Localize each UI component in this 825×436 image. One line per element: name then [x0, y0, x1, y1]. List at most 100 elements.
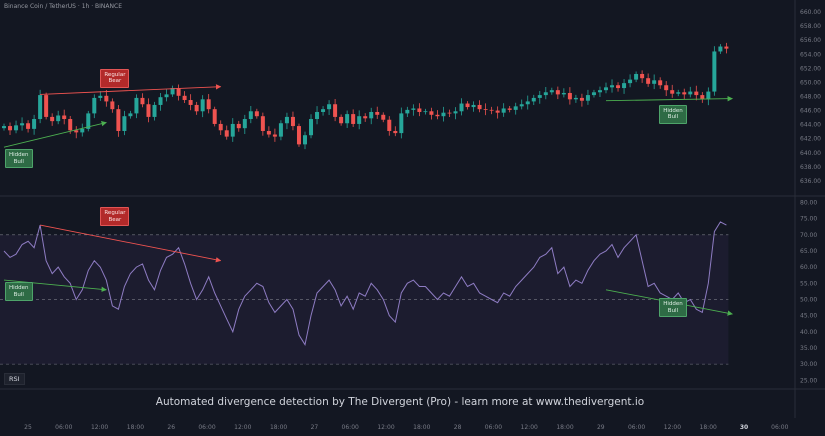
time-tick-label: 06:00: [55, 424, 72, 431]
candle-body: [423, 111, 428, 113]
rsi-pane-label[interactable]: RSI: [4, 373, 25, 385]
candle-body: [68, 119, 73, 131]
divergence-line: [40, 84, 222, 95]
candle-body: [164, 94, 169, 98]
candle-body: [345, 114, 350, 124]
candle-body: [8, 126, 13, 131]
candle-body: [573, 97, 578, 100]
time-tick-label: 06:00: [771, 424, 788, 431]
time-tick-label: 06:00: [485, 424, 502, 431]
candle-body: [20, 123, 25, 126]
time-tick-label: 06:00: [198, 424, 215, 431]
time-tick-label: 12:00: [664, 424, 681, 431]
candle-body: [604, 87, 608, 91]
candle-body: [724, 46, 729, 49]
candle-body: [290, 116, 295, 127]
candle-body: [525, 101, 530, 105]
candle-body: [531, 97, 536, 102]
candle-body: [14, 125, 19, 131]
time-tick-label: 12:00: [234, 424, 251, 431]
candle-body: [134, 97, 139, 114]
candle-body: [351, 114, 356, 124]
candle-body: [453, 111, 458, 114]
candle-body: [513, 106, 518, 110]
candle-body: [152, 104, 157, 117]
candle-body: [140, 97, 145, 105]
rsi-tick-label: 25.00: [800, 377, 817, 384]
candle-body: [477, 104, 482, 110]
candle-body: [303, 135, 307, 145]
candle-body: [543, 92, 548, 96]
price-tick-label: 644.00: [800, 122, 821, 129]
candle-body: [658, 80, 663, 86]
candle-body: [561, 92, 566, 95]
candle-body: [98, 95, 103, 98]
rsi-tick-label: 60.00: [800, 264, 817, 271]
candle-body: [616, 85, 621, 89]
rsi-tick-label: 50.00: [800, 296, 817, 303]
candle-body: [676, 92, 681, 94]
candle-body: [381, 114, 386, 120]
candle-body: [447, 112, 452, 114]
candle-body: [646, 78, 651, 84]
candle-body: [44, 95, 49, 117]
candle-body: [242, 119, 247, 129]
candle-body: [206, 99, 211, 110]
hidden-bull-badge: Hidden Bull: [659, 104, 687, 124]
rsi-tick-label: 45.00: [800, 313, 817, 320]
footer-caption: Automated divergence detection by The Di…: [155, 396, 645, 408]
candle-body: [104, 95, 109, 102]
candle-body: [86, 113, 91, 129]
rsi-tick-label: 70.00: [800, 232, 817, 239]
candle-body: [236, 123, 241, 129]
rsi-tick-label: 40.00: [800, 329, 817, 336]
price-tick-label: 638.00: [800, 164, 821, 171]
candle-body: [718, 46, 723, 52]
candle-body: [38, 95, 43, 120]
candle-body: [555, 90, 560, 95]
rsi-line: [3, 221, 727, 347]
candle-body: [567, 92, 572, 100]
candle-body: [32, 119, 37, 129]
candle-body: [224, 130, 229, 137]
candle-body: [501, 108, 506, 113]
candle-body: [387, 119, 392, 131]
candle-body: [254, 111, 259, 117]
candle-body: [266, 130, 271, 135]
rsi-tick-label: 65.00: [800, 248, 817, 255]
candle-body: [688, 91, 693, 95]
candle-body: [158, 97, 163, 105]
candle-body: [333, 104, 338, 117]
candle-body: [417, 108, 422, 112]
candle-body: [459, 103, 464, 112]
time-tick-label: 26: [167, 424, 175, 431]
time-tick-label: 28: [454, 424, 462, 431]
price-tick-label: 660.00: [800, 9, 821, 16]
candle-body: [272, 134, 277, 137]
candle-body: [212, 109, 217, 124]
candle-body: [465, 103, 470, 108]
time-tick-label: 18:00: [270, 424, 287, 431]
candle-body: [652, 80, 657, 84]
candle-body: [393, 130, 398, 134]
candle-body: [56, 115, 61, 122]
candle-body: [610, 85, 615, 88]
time-tick-label: 06:00: [628, 424, 645, 431]
hidden-bull-badge: Hidden Bull: [659, 298, 687, 318]
time-tick-label: 25: [24, 424, 32, 431]
candle-body: [357, 116, 362, 124]
time-tick-label: 18:00: [700, 424, 717, 431]
candle-body: [375, 111, 380, 115]
candle-body: [128, 113, 133, 117]
candle-body: [188, 100, 193, 105]
candle-body: [296, 126, 301, 145]
time-tick-label: 18:00: [556, 424, 573, 431]
candle-body: [369, 111, 374, 119]
time-tick-label: 12:00: [377, 424, 394, 431]
divergence-line: [3, 121, 107, 148]
candle-body: [321, 109, 326, 112]
candle-body: [110, 101, 115, 110]
price-tick-label: 654.00: [800, 51, 821, 58]
